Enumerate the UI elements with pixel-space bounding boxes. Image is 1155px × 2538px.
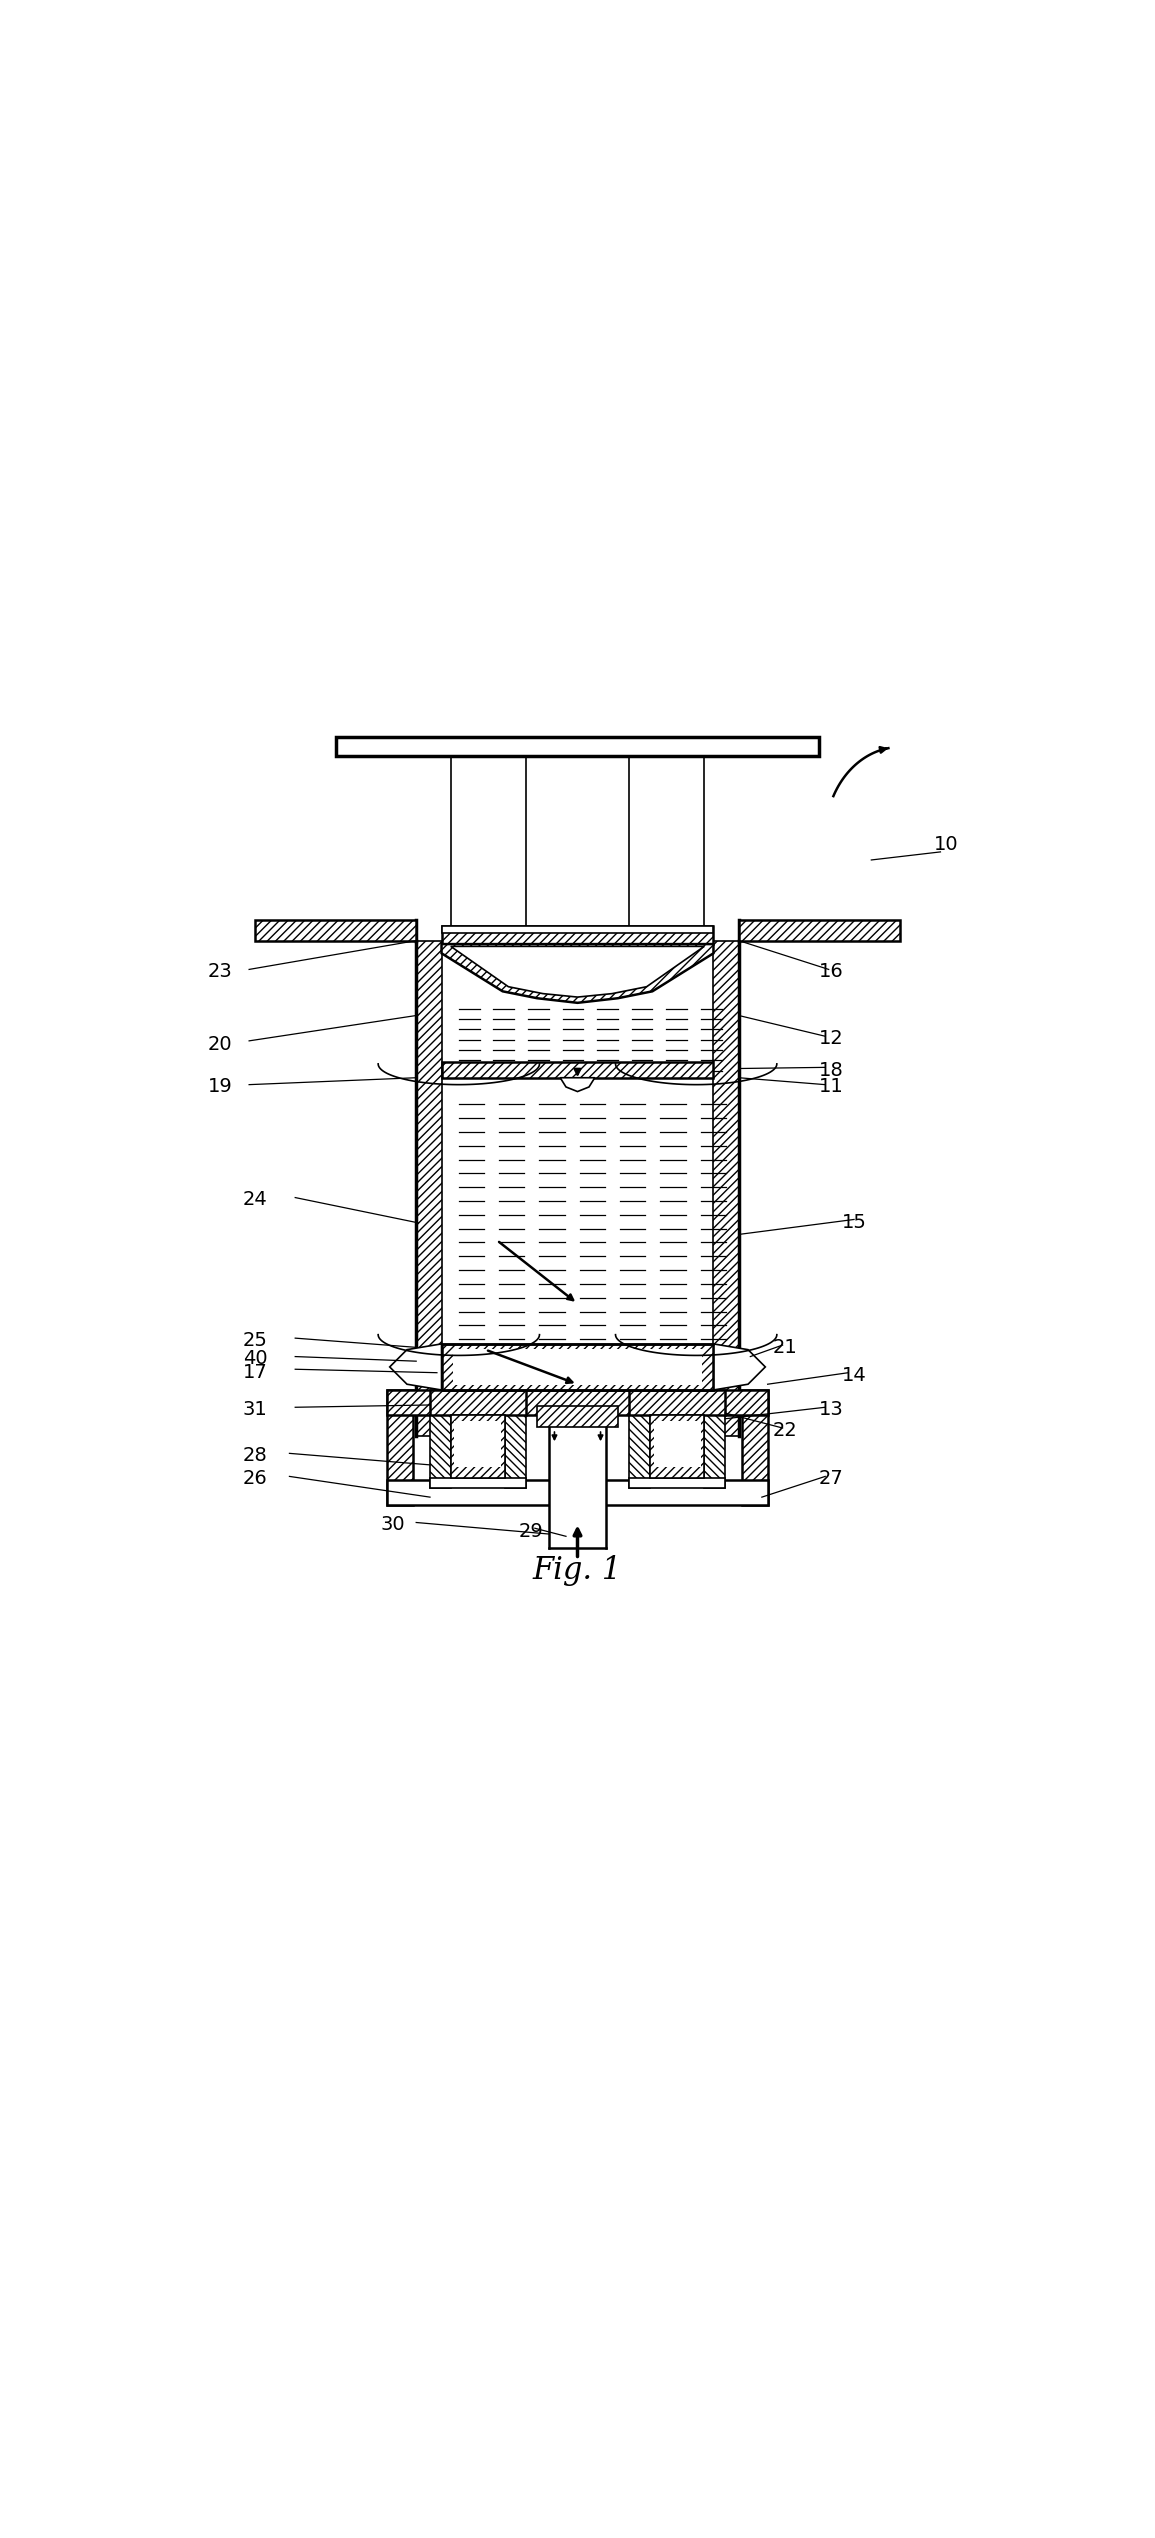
Bar: [705, 1416, 725, 1487]
Bar: [629, 1477, 725, 1487]
Bar: [505, 1416, 526, 1487]
Bar: [441, 926, 714, 944]
Bar: [650, 1416, 705, 1477]
Text: 29: 29: [519, 1523, 544, 1541]
Text: 18: 18: [819, 1061, 843, 1081]
Bar: [549, 1426, 606, 1548]
Bar: [714, 942, 739, 1437]
Bar: [387, 1480, 768, 1505]
Bar: [629, 1416, 650, 1487]
Text: 16: 16: [819, 962, 843, 982]
Polygon shape: [450, 947, 705, 997]
Bar: [454, 1421, 501, 1467]
Text: Fig. 1: Fig. 1: [532, 1556, 623, 1586]
Text: 28: 28: [243, 1447, 267, 1464]
Text: 12: 12: [819, 1028, 843, 1048]
Text: 31: 31: [243, 1401, 267, 1419]
Text: 15: 15: [842, 1213, 866, 1233]
Text: 19: 19: [208, 1079, 232, 1096]
Text: 30: 30: [381, 1515, 405, 1535]
Bar: [743, 1391, 768, 1505]
Bar: [441, 926, 714, 934]
Bar: [441, 1345, 714, 1391]
Text: 11: 11: [819, 1079, 843, 1096]
Polygon shape: [560, 1079, 595, 1091]
Bar: [416, 942, 441, 1437]
Bar: [430, 1416, 450, 1487]
Bar: [430, 1391, 526, 1416]
Bar: [430, 1477, 526, 1487]
Bar: [739, 919, 900, 942]
Bar: [387, 1391, 412, 1505]
Bar: [654, 1421, 701, 1467]
Bar: [336, 736, 819, 756]
Text: 24: 24: [243, 1190, 267, 1211]
Polygon shape: [441, 944, 714, 1003]
Text: 21: 21: [773, 1338, 797, 1358]
Bar: [453, 1348, 702, 1386]
Text: 13: 13: [819, 1401, 843, 1419]
Bar: [629, 1391, 725, 1416]
Bar: [450, 1416, 505, 1477]
Bar: [387, 1391, 768, 1416]
Text: 10: 10: [934, 835, 959, 855]
Text: 17: 17: [243, 1363, 267, 1383]
Bar: [441, 1061, 714, 1079]
Bar: [537, 1406, 618, 1426]
Text: 25: 25: [243, 1330, 267, 1350]
Text: 14: 14: [842, 1365, 866, 1386]
Text: 20: 20: [208, 1036, 232, 1053]
Polygon shape: [714, 1345, 766, 1391]
Text: 22: 22: [773, 1421, 797, 1439]
Text: 40: 40: [243, 1350, 267, 1368]
Text: 27: 27: [819, 1470, 843, 1487]
Bar: [255, 919, 416, 942]
Polygon shape: [389, 1345, 441, 1391]
Text: 23: 23: [208, 962, 232, 982]
Text: 26: 26: [243, 1470, 267, 1487]
